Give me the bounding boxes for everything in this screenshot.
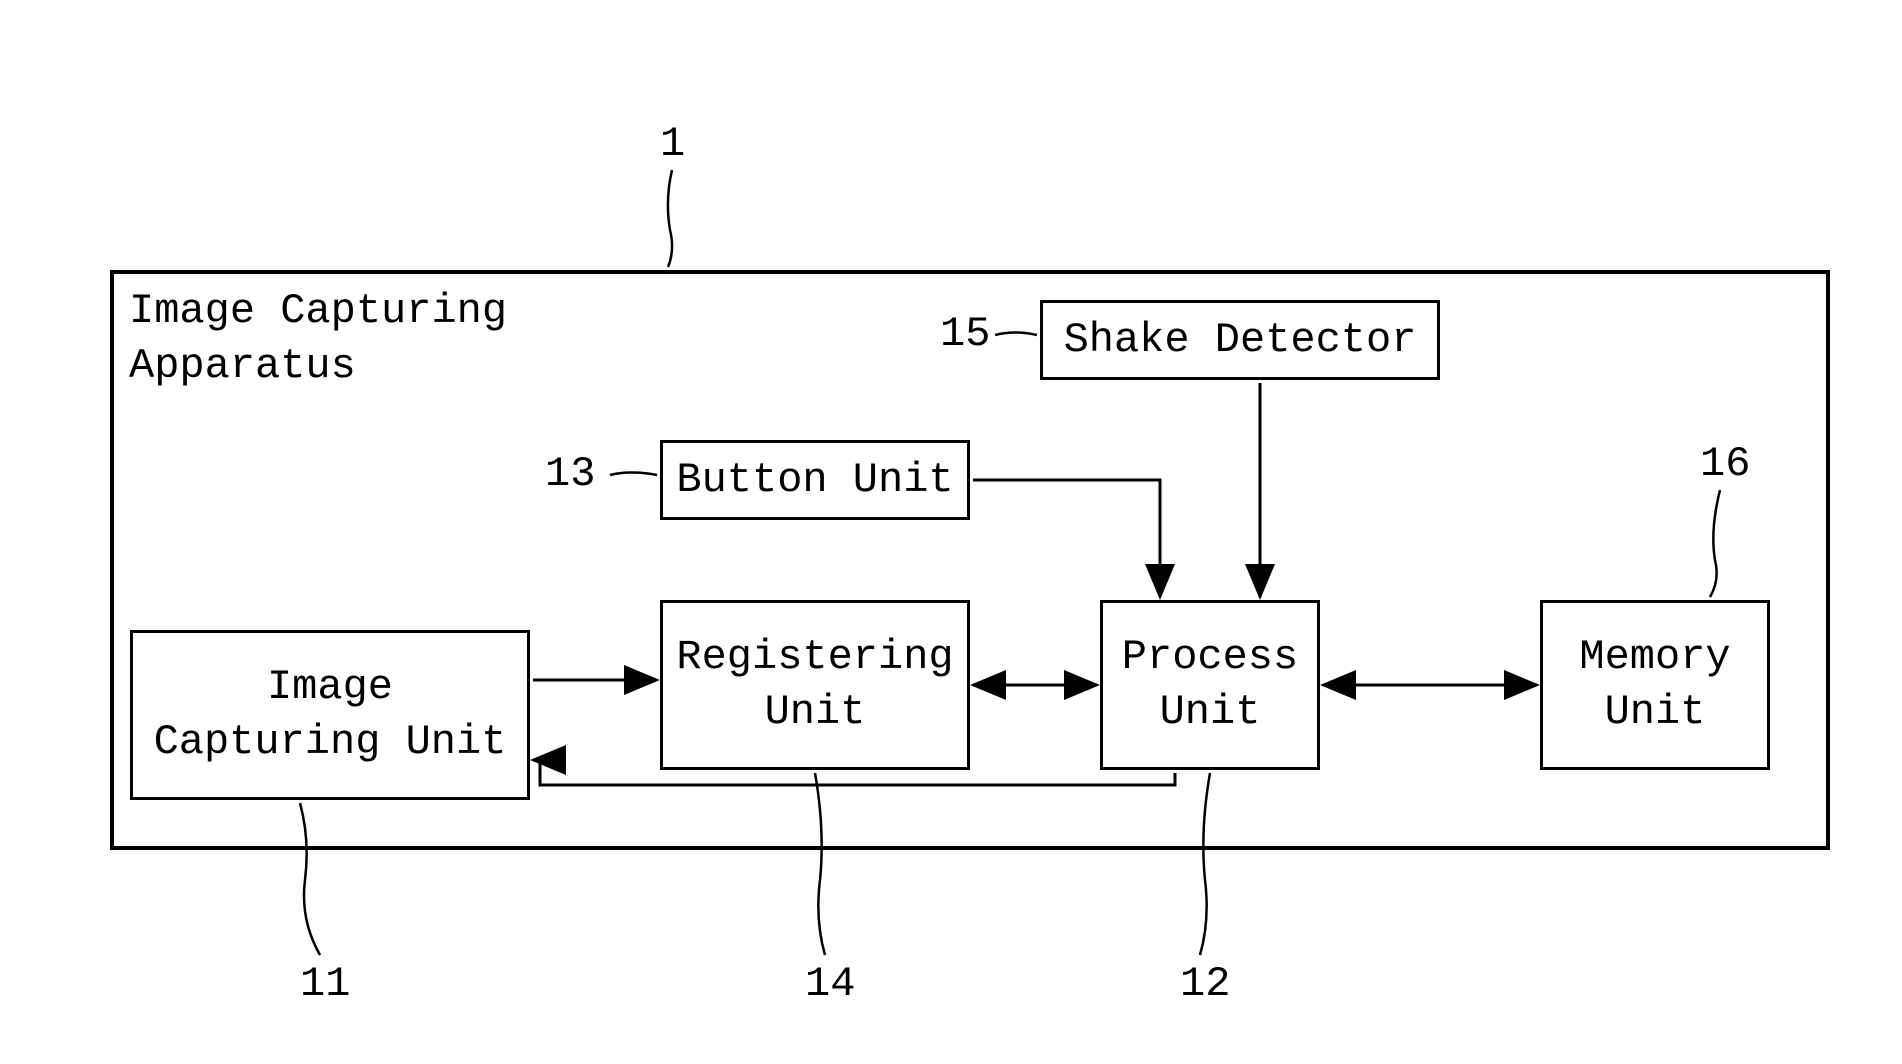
- shake-detector-box: Shake Detector: [1040, 300, 1440, 380]
- registering-unit-box: Registering Unit: [660, 600, 970, 770]
- main-box-title: Image Capturing Apparatus: [129, 284, 507, 393]
- registering-unit-label: Registering Unit: [676, 630, 953, 739]
- process-unit-box: Process Unit: [1100, 600, 1320, 770]
- ref-label-15: 15: [940, 310, 990, 358]
- ref-label-1: 1: [660, 120, 685, 168]
- button-unit-label: Button Unit: [676, 453, 953, 508]
- shake-detector-label: Shake Detector: [1064, 313, 1417, 368]
- ref-label-16: 16: [1700, 440, 1750, 488]
- ref-label-14: 14: [805, 960, 855, 1008]
- image-capturing-unit-label: Image Capturing Unit: [154, 660, 507, 769]
- block-diagram: Image Capturing Apparatus Shake Detector…: [0, 0, 1902, 1064]
- ref-label-11: 11: [300, 960, 350, 1008]
- process-unit-label: Process Unit: [1122, 630, 1298, 739]
- ref-label-12: 12: [1180, 960, 1230, 1008]
- ref-label-13: 13: [545, 450, 595, 498]
- button-unit-box: Button Unit: [660, 440, 970, 520]
- image-capturing-unit-box: Image Capturing Unit: [130, 630, 530, 800]
- memory-unit-label: Memory Unit: [1579, 630, 1730, 739]
- memory-unit-box: Memory Unit: [1540, 600, 1770, 770]
